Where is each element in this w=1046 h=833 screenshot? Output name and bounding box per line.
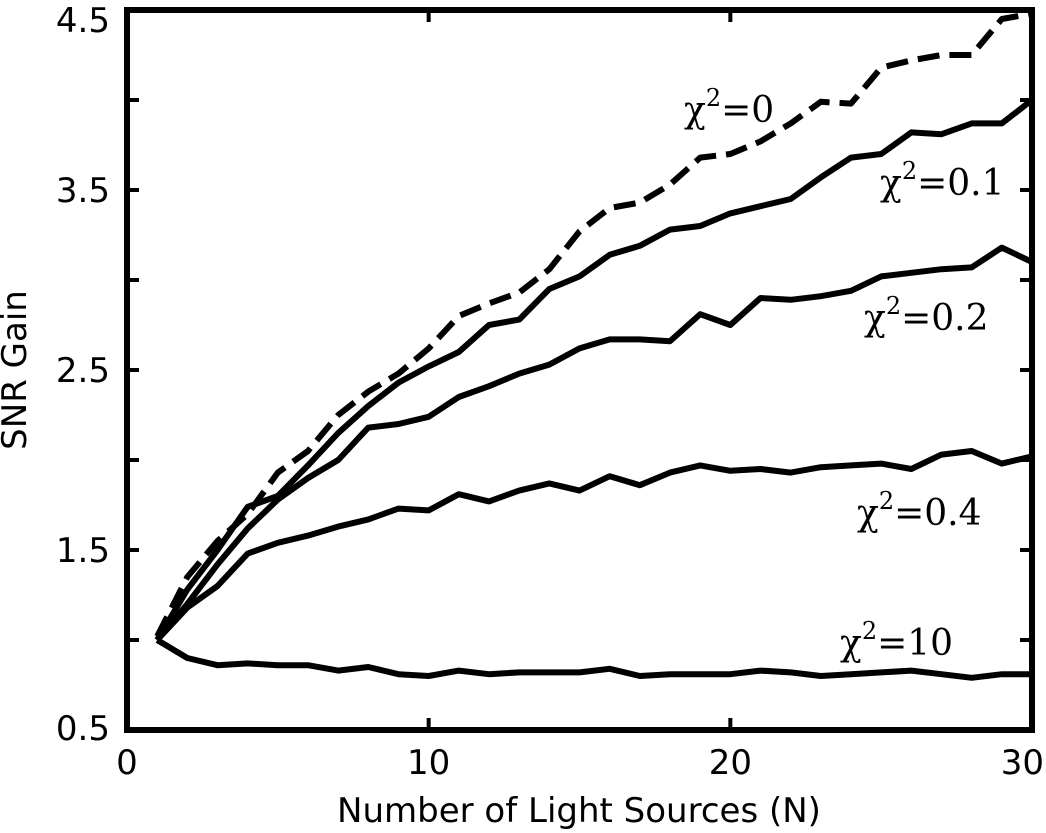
series-line-2 <box>155 448 1032 643</box>
x-tick-label: 20 <box>709 743 752 783</box>
x-tick-label: 30 <box>1001 743 1044 783</box>
x-axis-label: Number of Light Sources (N) <box>337 791 821 831</box>
x-tick-label: 0 <box>116 743 138 783</box>
curve-annotation-0: χ2=0 <box>684 84 774 131</box>
series-line-3 <box>154 244 1032 642</box>
y-tick-label: 1.5 <box>56 531 110 571</box>
curve-annotation-3: χ2=0.4 <box>857 487 982 534</box>
y-tick-label: 0.5 <box>56 709 110 749</box>
y-axis-label: SNR Gain <box>0 290 35 450</box>
series-layer <box>154 10 1032 681</box>
y-tick-label: 4.5 <box>56 1 110 41</box>
series-line-4 <box>155 637 1032 681</box>
curve-annotation-1: χ2=0.1 <box>880 157 1005 204</box>
y-tick-label: 3.5 <box>56 171 110 211</box>
curve-annotation-2: χ2=0.2 <box>864 292 989 339</box>
ticks-layer: 0 10 20 30 0.5 1.5 2.5 3.5 4.5 <box>56 1 1044 783</box>
plot-frame <box>124 7 1035 733</box>
y-tick-label: 2.5 <box>56 351 110 391</box>
x-tick-label: 10 <box>407 743 450 783</box>
series-line-1 <box>154 97 1032 642</box>
curve-annotation-4: χ2=10 <box>840 617 953 664</box>
annotations-layer: χ2=0 χ2=0.1 χ2=0.2 χ2=0.4 χ2=10 <box>684 84 1005 664</box>
series-line-0 <box>154 10 1032 638</box>
